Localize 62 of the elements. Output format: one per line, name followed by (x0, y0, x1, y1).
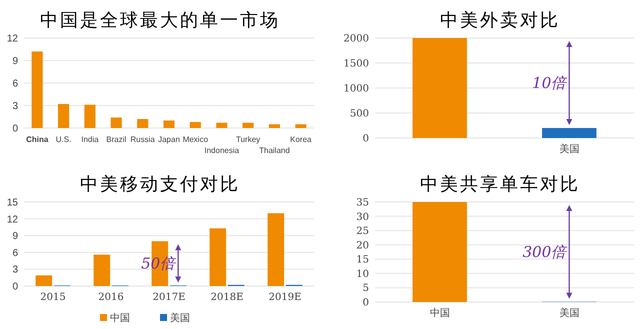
chart-title: 中美移动支付对比 (80, 174, 240, 195)
y-tick-label: 6 (12, 248, 18, 259)
bar (94, 254, 110, 286)
x-tick-label: 2015 (40, 292, 66, 303)
chart-title: 中国是全球最大的单一市场 (40, 10, 280, 31)
x-tick-label: Brazil (106, 135, 126, 144)
x-tick-label: India (81, 135, 100, 144)
bar (84, 104, 96, 128)
x-tick-label: Mexico (182, 135, 209, 144)
bar (210, 228, 226, 286)
y-tick-label: 0 (362, 298, 369, 308)
y-tick-label: 9 (12, 231, 18, 242)
y-tick-label: 9 (12, 56, 18, 67)
x-tick-label: Turkey (236, 135, 260, 144)
y-tick-label: 35 (356, 198, 369, 208)
x-tick-label: China (26, 135, 49, 144)
y-tick-label: 15 (356, 254, 369, 266)
bar (32, 52, 43, 128)
y-tick-label: 20 (356, 240, 369, 252)
y-tick-label: 6 (12, 78, 18, 90)
x-tick-label: Russia (130, 135, 156, 144)
y-tick-label: 500 (350, 108, 369, 120)
y-tick-label: 1500 (344, 58, 369, 70)
bar (110, 118, 122, 128)
y-tick-label: 0 (362, 134, 369, 144)
x-tick-label: Thailand (259, 146, 290, 155)
x-tick-label: Korea (290, 135, 312, 144)
y-tick-label: 5 (362, 283, 369, 294)
x-tick-label: 2019E (268, 292, 302, 303)
y-tick-label: 3 (12, 101, 18, 112)
y-tick-label: 25 (356, 226, 369, 238)
y-tick-label: 0 (12, 282, 18, 292)
y-tick-label: 3 (12, 264, 18, 276)
bar (295, 124, 306, 128)
x-tick-label: Indonesia (204, 146, 240, 155)
x-tick-label: 美国 (559, 143, 580, 155)
y-tick-label: 2000 (344, 34, 369, 44)
x-tick-label: Japan (158, 135, 180, 144)
bar (190, 122, 201, 128)
annotation: 10倍 (532, 74, 568, 92)
x-tick-label: 2018E (210, 292, 244, 303)
y-tick-label: 15 (6, 198, 18, 208)
bar (137, 119, 148, 128)
x-tick-label: 2016 (98, 292, 124, 303)
bar (242, 122, 254, 128)
y-tick-label: 1000 (344, 84, 369, 94)
y-tick-label: 0 (12, 124, 18, 134)
bar (58, 104, 70, 128)
chart-title: 中美共享单车对比 (420, 174, 580, 195)
y-tick-label: 30 (356, 212, 369, 223)
bar (163, 120, 175, 128)
y-tick-label: 12 (6, 34, 18, 44)
bar (268, 124, 280, 128)
x-tick-label: 2017E (152, 292, 186, 303)
annotation: 300倍 (522, 242, 568, 261)
y-tick-label: 10 (356, 268, 369, 280)
bar (216, 122, 228, 128)
bar (268, 213, 284, 286)
chart-title: 中美外卖对比 (440, 10, 560, 31)
x-tick-label: U.S. (56, 135, 72, 144)
y-tick-label: 12 (6, 214, 18, 226)
bar (36, 275, 52, 286)
